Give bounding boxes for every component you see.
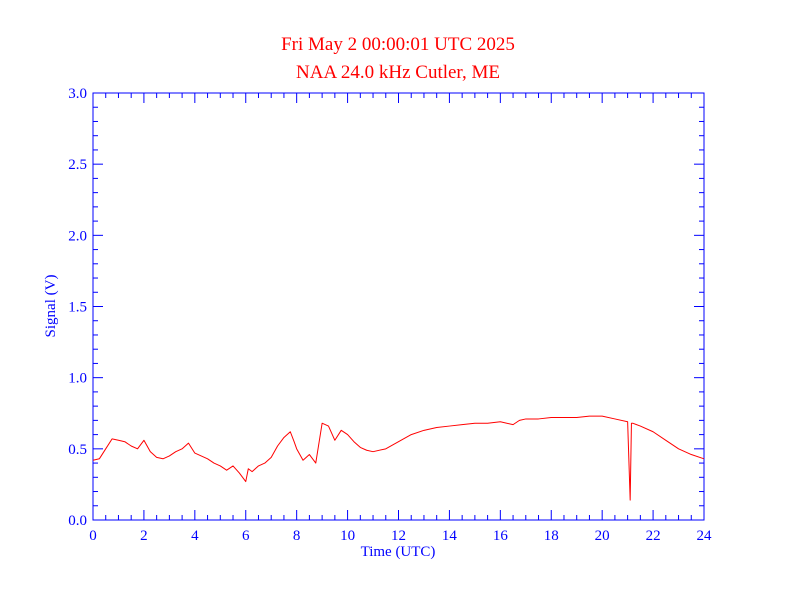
x-tick-label: 22 bbox=[646, 528, 661, 544]
x-tick-label: 4 bbox=[191, 528, 199, 544]
tick-labels: 0 2 4 6 8 10 12 14 16 18 20 22 240.00.51.01.52.02.53… bbox=[68, 86, 712, 544]
y-axis-label: Signal (V) bbox=[43, 275, 59, 338]
x-tick-label: 12 bbox=[391, 528, 406, 544]
x-tick-label: 8 bbox=[293, 528, 301, 544]
chart-title: Fri May 2 00:00:01 UTC 2025 bbox=[281, 34, 515, 55]
x-axis-label: Time (UTC) bbox=[361, 544, 436, 560]
y-tick-label: 1.0 bbox=[68, 371, 87, 387]
y-tick-label: 0.5 bbox=[68, 442, 87, 458]
y-tick-label: 2.5 bbox=[68, 157, 87, 173]
x-tick-label: 24 bbox=[697, 528, 713, 544]
y-tick-label: 2.0 bbox=[68, 228, 87, 244]
x-tick-label: 0 bbox=[89, 528, 97, 544]
y-tick-label: 1.5 bbox=[68, 300, 87, 316]
tick-marks bbox=[92, 92, 705, 521]
chart-subtitle: NAA 24.0 kHz Cutler, ME bbox=[296, 62, 500, 83]
x-tick-label: 6 bbox=[242, 528, 250, 544]
x-tick-label: 18 bbox=[544, 528, 559, 544]
signal-line bbox=[92, 415, 705, 501]
x-tick-label: 2 bbox=[140, 528, 148, 544]
y-tick-label: 0.0 bbox=[68, 513, 87, 529]
x-tick-label: 16 bbox=[493, 528, 509, 544]
y-tick-label: 3.0 bbox=[68, 86, 87, 102]
x-tick-label: 10 bbox=[340, 528, 355, 544]
series-group bbox=[92, 415, 705, 501]
plot-frame bbox=[92, 92, 705, 521]
x-tick-label: 20 bbox=[595, 528, 610, 544]
x-tick-label: 14 bbox=[442, 528, 458, 544]
